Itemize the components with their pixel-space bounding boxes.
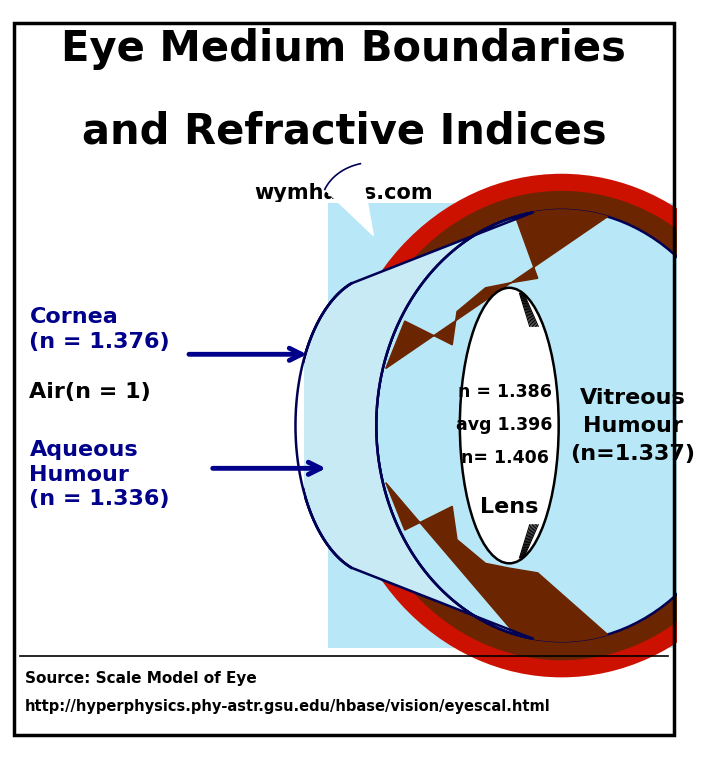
Text: Lens: Lens — [480, 496, 538, 517]
Ellipse shape — [333, 174, 702, 678]
Polygon shape — [385, 483, 608, 641]
Polygon shape — [325, 164, 373, 236]
Text: Vitreous
Humour
(n=1.337): Vitreous Humour (n=1.337) — [570, 387, 695, 464]
Text: Aqueous
Humour
(n = 1.336): Aqueous Humour (n = 1.336) — [29, 440, 170, 509]
Text: Eye Medium Boundaries: Eye Medium Boundaries — [62, 28, 626, 70]
Text: wymhacks.com: wymhacks.com — [255, 183, 433, 203]
Text: avg 1.396: avg 1.396 — [456, 416, 552, 434]
Text: Source: Scale Model of Eye: Source: Scale Model of Eye — [25, 671, 256, 686]
Text: Air(n = 1): Air(n = 1) — [29, 382, 151, 402]
Text: n = 1.386: n = 1.386 — [458, 383, 552, 401]
Ellipse shape — [376, 210, 702, 641]
Bar — [14, 202, 328, 649]
Text: http://hyperphysics.phy-astr.gsu.edu/hbase/vision/eyescal.html: http://hyperphysics.phy-astr.gsu.edu/hba… — [25, 699, 550, 714]
Ellipse shape — [460, 288, 559, 563]
Polygon shape — [296, 212, 533, 638]
Bar — [282, 203, 674, 648]
Bar — [14, 202, 304, 649]
Polygon shape — [385, 210, 608, 368]
Text: and Refractive Indices: and Refractive Indices — [81, 110, 607, 152]
Text: n= 1.406: n= 1.406 — [461, 449, 548, 468]
Ellipse shape — [350, 191, 702, 660]
Text: Cornea
(n = 1.376): Cornea (n = 1.376) — [29, 307, 170, 352]
